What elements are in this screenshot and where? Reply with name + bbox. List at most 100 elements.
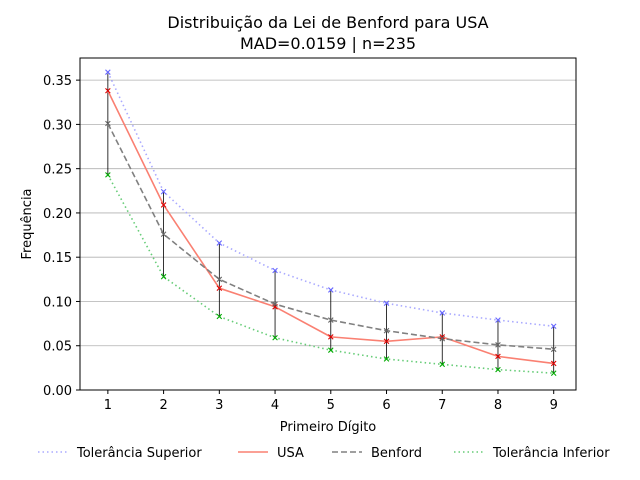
point-stroke xyxy=(439,335,446,342)
point-stroke xyxy=(160,202,167,208)
point-stroke xyxy=(495,342,501,348)
point-stroke xyxy=(160,188,167,195)
data-point xyxy=(105,69,111,75)
data-point xyxy=(327,334,334,340)
point-stroke xyxy=(327,287,334,293)
x-axis-label: Primeiro Dígito xyxy=(280,420,377,435)
x-tick-label: 8 xyxy=(494,398,502,413)
data-point xyxy=(216,240,223,246)
data-point xyxy=(495,353,501,360)
data-point xyxy=(383,356,390,362)
point-stroke xyxy=(272,267,278,274)
data-point xyxy=(272,334,278,341)
data-point xyxy=(216,313,223,320)
x-tick-label: 2 xyxy=(159,398,167,413)
point-stroke xyxy=(216,313,223,320)
series-line xyxy=(107,123,554,351)
point-stroke xyxy=(495,317,501,323)
data-point xyxy=(550,346,557,353)
data-point xyxy=(216,285,223,291)
y-axis-ticks: 0.00 0.05 0.10 0.15 0.20 0.25 0.30 0.35 xyxy=(43,74,80,399)
data-point xyxy=(495,342,501,348)
data-point xyxy=(383,300,390,307)
data-point xyxy=(105,120,111,127)
data-point xyxy=(327,317,334,323)
y-tick-label: 0.05 xyxy=(43,340,72,355)
data-point xyxy=(439,335,446,342)
data-point xyxy=(550,370,557,376)
data-point xyxy=(550,360,557,367)
point-stroke xyxy=(105,87,111,94)
data-point xyxy=(439,334,446,340)
data-point xyxy=(272,267,278,274)
point-stroke xyxy=(216,285,223,291)
point-stroke xyxy=(550,360,557,367)
data-point xyxy=(160,188,167,195)
y-tick-label: 0.30 xyxy=(43,118,72,133)
y-tick-label: 0.00 xyxy=(43,384,72,399)
point-stroke xyxy=(327,317,334,323)
point-stroke xyxy=(550,370,557,376)
data-point xyxy=(495,366,501,373)
data-point xyxy=(327,287,334,293)
point-stroke xyxy=(383,356,390,362)
legend-label: Tolerância Inferior xyxy=(492,446,610,461)
data-point xyxy=(105,172,111,178)
series-line xyxy=(107,174,554,374)
point-stroke xyxy=(495,366,501,373)
legend-label: Benford xyxy=(371,446,422,461)
point-stroke xyxy=(439,334,446,340)
point-stroke xyxy=(105,120,111,127)
x-axis-ticks: 1 2 3 4 5 6 7 8 9 xyxy=(104,390,558,413)
plot-frame xyxy=(79,57,577,391)
point-stroke xyxy=(160,231,167,237)
point-stroke xyxy=(105,172,111,178)
x-tick-label: 4 xyxy=(271,398,279,413)
point-stroke xyxy=(216,276,223,283)
x-tick-label: 7 xyxy=(438,398,446,413)
series-markers xyxy=(105,69,557,376)
chart-title-line-1: Distribuição da Lei de Benford para USA xyxy=(167,13,488,32)
data-point xyxy=(439,361,446,368)
point-stroke xyxy=(439,361,446,368)
x-tick-label: 5 xyxy=(327,398,335,413)
data-point xyxy=(495,317,501,323)
data-point xyxy=(383,338,390,345)
data-point xyxy=(383,327,390,334)
point-stroke xyxy=(105,69,111,75)
point-stroke xyxy=(550,346,557,353)
y-tick-label: 0.25 xyxy=(43,163,72,178)
x-tick-label: 9 xyxy=(550,398,558,413)
data-point xyxy=(550,323,557,330)
data-point xyxy=(160,273,167,280)
y-axis-label: Frequência xyxy=(20,188,35,259)
legend: Tolerância Superior USA Benford Tolerância … xyxy=(38,446,610,461)
legend-label: USA xyxy=(277,446,304,461)
y-tick-label: 0.15 xyxy=(43,251,72,266)
x-tick-label: 3 xyxy=(215,398,223,413)
y-tick-label: 0.20 xyxy=(43,207,72,222)
point-stroke xyxy=(327,347,334,353)
point-stroke xyxy=(272,301,278,307)
point-stroke xyxy=(495,353,501,360)
point-stroke xyxy=(383,300,390,307)
data-point xyxy=(216,276,223,283)
point-stroke xyxy=(327,334,334,340)
point-stroke xyxy=(216,240,223,246)
y-tick-label: 0.10 xyxy=(43,295,72,310)
point-stroke xyxy=(160,273,167,280)
point-stroke xyxy=(272,334,278,341)
point-stroke xyxy=(550,323,557,330)
legend-label: Tolerância Superior xyxy=(76,446,202,461)
data-point xyxy=(105,87,111,94)
data-point xyxy=(439,310,446,316)
y-tick-label: 0.35 xyxy=(43,74,72,89)
point-stroke xyxy=(383,338,390,345)
data-point xyxy=(327,347,334,353)
x-tick-label: 1 xyxy=(104,398,112,413)
point-stroke xyxy=(383,327,390,334)
y-grid xyxy=(80,79,576,391)
point-stroke xyxy=(439,310,446,316)
data-point xyxy=(272,301,278,307)
